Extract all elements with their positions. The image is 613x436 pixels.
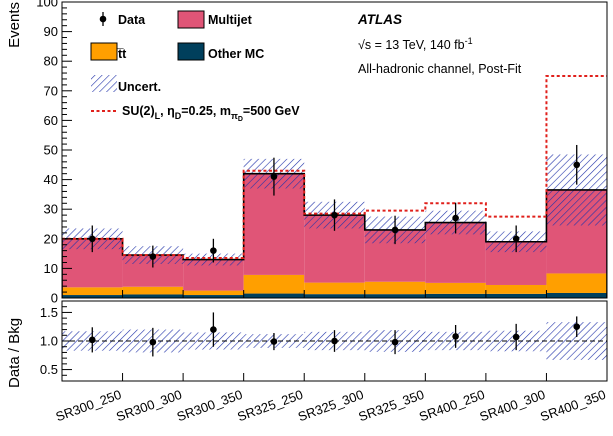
legend-label-multijet: Multijet (208, 13, 253, 27)
y-tick-label-20: 20 (44, 231, 58, 246)
main-panel: 0 10 20 30 40 50 60 70 80 90 100 Events (6, 0, 608, 306)
bar-other-mc-sr400-250 (425, 293, 486, 298)
legend-label-uncert: Uncert. (118, 80, 161, 94)
category-label-sr325-250: SR325_250 (235, 387, 305, 425)
category-label-sr300-250: SR300_250 (54, 387, 124, 425)
bar-other-mc-sr325-250 (243, 293, 305, 298)
legend-item-signal: SU(2)L, ηD=0.25, mπD=500 GeV (91, 104, 300, 123)
ratio-panel: 0.5 1.0 1.5 Data / Bkg (6, 300, 608, 388)
y-tick-label-100: 100 (36, 0, 58, 10)
data-point-3 (210, 247, 217, 254)
legend-item-ttbar: t̅t (90, 42, 127, 61)
bar-t-t-sr300-250 (62, 287, 123, 296)
bar-t-t-sr400-300 (485, 284, 547, 294)
ratio-point-1 (88, 336, 96, 344)
bar-t-t-sr325-300 (304, 282, 365, 295)
legend: Data Multijet t̅t Other MC Uncert. SU(2)… (90, 10, 300, 123)
bar-other-mc-sr325-350 (364, 294, 426, 298)
ratio-y-axis-title: Data / Bkg (6, 318, 23, 388)
data-point-7 (452, 214, 459, 222)
data-point-9 (573, 161, 581, 169)
bar-t-t-sr300-300 (122, 286, 184, 295)
ratio-point-5 (331, 337, 338, 345)
legend-item-data: Data (99, 12, 146, 27)
data-point-6 (391, 226, 399, 234)
bar-t-t-sr400-350 (546, 273, 607, 293)
category-label-sr400-350: SR400_350 (538, 387, 608, 425)
atlas-title: ATLAS (357, 12, 402, 27)
atlas-energy: √s = 13 TeV, 140 fb-1 (358, 36, 473, 52)
bar-other-mc-sr300-350 (183, 295, 244, 298)
y-tick-label-10: 10 (44, 261, 58, 276)
legend-label-other-mc: Other MC (208, 47, 264, 61)
data-point-2 (149, 253, 157, 260)
legend-item-uncert: Uncert. (91, 75, 161, 94)
ratio-point-2 (149, 338, 157, 346)
y-tick-label-90: 90 (44, 24, 58, 39)
y-axis-title: Events (6, 2, 23, 48)
category-label-sr325-350: SR325_350 (356, 387, 426, 425)
ratio-point-7 (452, 333, 459, 340)
data-point-4 (270, 173, 278, 180)
y-tick-label-60: 60 (44, 113, 58, 128)
category-label-sr300-350: SR300_350 (175, 387, 245, 425)
data-point-1 (88, 235, 96, 243)
legend-label-ttbar: t̅t (116, 47, 127, 61)
y-tick-label-0: 0 (51, 291, 58, 306)
legend-item-other-mc: Other MC (177, 42, 264, 61)
ratio-point-8 (512, 333, 520, 341)
y-tick-label-40: 40 (44, 172, 58, 187)
ratio-y-tick-label: 0.5 (40, 362, 58, 377)
ratio-y-tick-label: 1.5 (40, 305, 58, 320)
category-label-sr300-300: SR300_300 (114, 387, 184, 425)
ratio-point-4 (270, 338, 278, 345)
bar-t-t-sr400-250 (425, 282, 486, 294)
legend-label-signal: SU(2)L, ηD=0.25, mπD=500 GeV (122, 104, 300, 123)
bar-other-mc-sr400-350 (546, 292, 607, 298)
ratio-point-3 (210, 326, 217, 333)
bar-t-t-sr325-350 (364, 281, 426, 295)
category-label-sr400-300: SR400_300 (478, 387, 548, 425)
bar-t-t-sr300-350 (183, 290, 244, 296)
data-point-8 (512, 235, 520, 243)
ratio-point-6 (391, 338, 399, 346)
legend-label-data: Data (118, 13, 146, 27)
ratio-point-9 (573, 323, 581, 331)
ratio-y-tick-label: 1.0 (40, 334, 58, 349)
category-label-sr325-300: SR325_300 (296, 387, 366, 425)
bar-t-t-sr325-250 (243, 274, 305, 294)
y-tick-label-30: 30 (44, 202, 58, 217)
category-label-sr400-250: SR400_250 (417, 387, 487, 425)
bar-other-mc-sr300-250 (62, 295, 123, 298)
y-tick-label-80: 80 (44, 54, 58, 69)
legend-item-multijet: Multijet (177, 10, 253, 29)
signal-line (62, 75, 607, 260)
bar-other-mc-sr300-300 (122, 294, 184, 298)
atlas-label: ATLAS √s = 13 TeV, 140 fb-1 All-hadronic… (357, 12, 522, 76)
data-point-5 (331, 211, 338, 219)
y-tick-label-70: 70 (44, 83, 58, 98)
y-tick-label-50: 50 (44, 143, 58, 158)
bar-other-mc-sr325-300 (304, 294, 365, 298)
atlas-channel: All-hadronic channel, Post-Fit (358, 62, 522, 76)
bar-other-mc-sr400-300 (485, 293, 547, 298)
